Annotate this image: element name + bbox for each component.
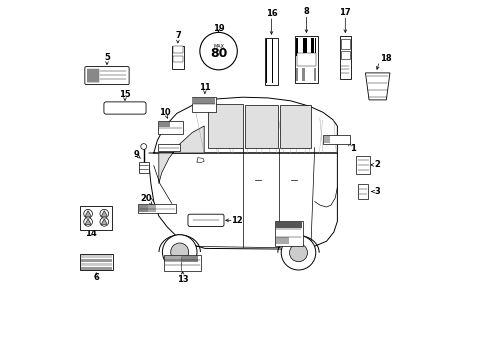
Bar xyxy=(138,204,176,213)
Bar xyxy=(299,38,300,56)
Polygon shape xyxy=(197,158,204,163)
Polygon shape xyxy=(101,219,107,224)
Polygon shape xyxy=(149,153,337,249)
Bar xyxy=(275,237,289,244)
Bar xyxy=(274,221,302,246)
Bar xyxy=(295,36,317,83)
Bar xyxy=(340,51,349,59)
Bar xyxy=(356,156,369,174)
Text: 13: 13 xyxy=(176,274,188,284)
Bar xyxy=(339,36,350,79)
Text: 7: 7 xyxy=(175,31,181,40)
Bar xyxy=(358,184,367,199)
Bar xyxy=(271,39,272,83)
Bar xyxy=(312,38,313,56)
Bar xyxy=(81,263,111,266)
Bar xyxy=(297,68,298,81)
Bar xyxy=(280,105,310,148)
Bar xyxy=(300,68,301,81)
Bar xyxy=(244,105,277,148)
Bar xyxy=(264,38,278,85)
Text: 16: 16 xyxy=(265,9,277,18)
Polygon shape xyxy=(153,97,337,153)
Bar xyxy=(301,68,302,81)
Bar xyxy=(308,38,309,56)
FancyBboxPatch shape xyxy=(187,214,224,226)
Bar xyxy=(164,256,181,262)
Bar xyxy=(159,122,170,127)
Circle shape xyxy=(141,144,146,149)
Text: 17: 17 xyxy=(339,8,350,17)
Text: 5: 5 xyxy=(104,53,110,62)
Text: 20: 20 xyxy=(141,194,152,203)
Text: 14: 14 xyxy=(84,230,96,239)
Bar xyxy=(208,104,242,148)
Bar xyxy=(275,222,301,228)
Bar xyxy=(158,121,183,134)
Bar xyxy=(297,38,298,56)
Bar xyxy=(298,68,299,81)
Text: 8: 8 xyxy=(303,7,309,16)
Bar xyxy=(309,68,310,81)
Text: 2: 2 xyxy=(374,161,380,169)
Circle shape xyxy=(100,210,108,218)
Circle shape xyxy=(170,243,188,261)
Text: MAX: MAX xyxy=(213,44,224,49)
Text: 15: 15 xyxy=(119,90,131,99)
Bar xyxy=(296,53,316,66)
Bar xyxy=(163,255,201,271)
Bar xyxy=(139,205,147,212)
Bar xyxy=(192,98,215,104)
Bar xyxy=(81,259,111,262)
Bar xyxy=(81,267,111,270)
Circle shape xyxy=(162,235,197,269)
Bar xyxy=(172,46,183,53)
FancyBboxPatch shape xyxy=(87,69,99,82)
Bar xyxy=(311,38,312,56)
Bar xyxy=(147,205,156,212)
Polygon shape xyxy=(365,73,389,100)
Circle shape xyxy=(83,217,92,226)
Text: 1: 1 xyxy=(349,144,355,153)
Bar xyxy=(80,206,112,230)
Polygon shape xyxy=(101,211,107,216)
Text: 3: 3 xyxy=(374,187,380,196)
Bar xyxy=(139,162,148,173)
Circle shape xyxy=(100,217,108,226)
Polygon shape xyxy=(85,219,91,224)
Polygon shape xyxy=(159,126,204,184)
FancyBboxPatch shape xyxy=(104,102,146,114)
Bar xyxy=(265,39,266,83)
Polygon shape xyxy=(365,73,389,100)
Text: 80: 80 xyxy=(209,48,227,60)
Text: 4: 4 xyxy=(285,247,291,256)
Polygon shape xyxy=(85,211,91,216)
Text: 19: 19 xyxy=(212,24,224,33)
Circle shape xyxy=(200,32,237,70)
Text: 18: 18 xyxy=(379,54,391,63)
Bar xyxy=(310,38,311,56)
Bar xyxy=(158,144,179,151)
Bar xyxy=(191,97,216,112)
Bar xyxy=(172,56,183,62)
Text: 9: 9 xyxy=(133,150,139,159)
Circle shape xyxy=(281,235,315,270)
Bar xyxy=(172,46,183,69)
Text: 12: 12 xyxy=(231,216,243,225)
Bar xyxy=(182,256,198,262)
Bar xyxy=(80,254,113,270)
FancyBboxPatch shape xyxy=(84,67,129,85)
Bar xyxy=(309,38,310,56)
Text: 11: 11 xyxy=(199,83,210,91)
Bar xyxy=(322,135,349,144)
Bar xyxy=(81,255,111,258)
Text: 6: 6 xyxy=(93,274,99,282)
Bar xyxy=(298,38,299,56)
Bar xyxy=(323,136,330,143)
Text: 10: 10 xyxy=(159,108,170,117)
Circle shape xyxy=(83,210,92,218)
Bar xyxy=(340,40,349,49)
Circle shape xyxy=(289,244,307,262)
